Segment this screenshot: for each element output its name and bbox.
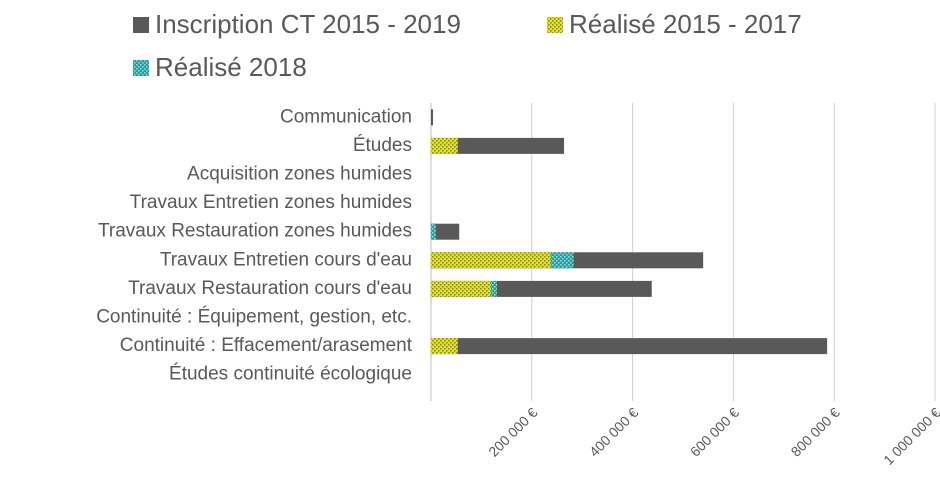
bar: [431, 280, 491, 297]
bar: [431, 137, 565, 154]
bar: [490, 280, 498, 297]
category-label: Études: [353, 135, 412, 156]
bar: [431, 252, 551, 269]
x-tick-label: 400 000 €: [586, 404, 642, 460]
category-label: Études continuité écologique: [169, 364, 412, 385]
x-tick-label: 600 000 €: [687, 404, 743, 460]
category-label: Communication: [280, 106, 412, 127]
category-label: Travaux Entretien zones humides: [130, 192, 412, 213]
category-label: Travaux Restauration cours d'eau: [128, 278, 412, 299]
category-label: Continuité : Effacement/arasement: [120, 335, 413, 356]
bar: [431, 109, 434, 126]
bar: [431, 338, 458, 355]
x-tick-label: 200 000 €: [485, 404, 541, 460]
category-label: Continuité : Équipement, gestion, etc.: [96, 307, 412, 328]
bar: [431, 338, 828, 355]
bar: [431, 223, 460, 240]
bar: [431, 137, 458, 154]
legend-swatch: [133, 17, 149, 33]
x-tick-label: 1 000 000 €: [880, 404, 940, 468]
legend-label: Réalisé 2018: [155, 52, 307, 82]
legend-swatch: [133, 60, 149, 76]
legend-label: Réalisé 2015 - 2017: [569, 9, 802, 39]
bar: [550, 252, 574, 269]
category-label: Travaux Restauration zones humides: [98, 221, 412, 242]
category-label: Acquisition zones humides: [187, 164, 412, 185]
legend-label: Inscription CT 2015 - 2019: [155, 9, 461, 39]
bar: [431, 223, 437, 240]
legend-swatch: [547, 17, 563, 33]
x-tick-label: 800 000 €: [788, 404, 844, 460]
category-label: Travaux Entretien cours d'eau: [160, 249, 412, 270]
